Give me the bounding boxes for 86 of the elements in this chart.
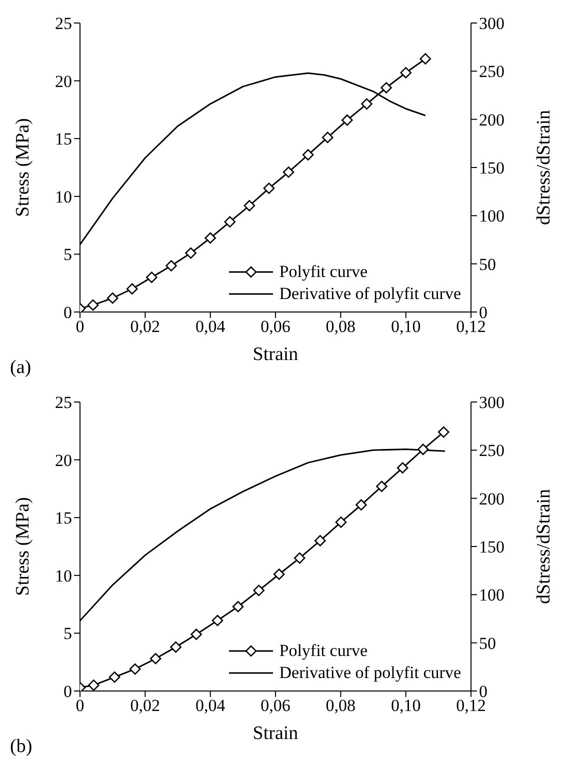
y-tick-label: 10 (55, 566, 72, 586)
point (400, 67, 412, 78)
x-axis-title: Strain (252, 344, 299, 365)
legend-label: Polyfit curve (279, 640, 368, 662)
point (314, 535, 326, 546)
y2-tick-label: 250 (479, 62, 504, 82)
y2-tick-label: 250 (479, 441, 504, 460)
x-tick-label: 0,10 (390, 696, 421, 716)
point (212, 614, 224, 626)
x-tick-label: 0,06 (260, 317, 290, 336)
point (129, 663, 141, 675)
x-tick-label: 0,12 (456, 317, 486, 336)
point (335, 516, 347, 528)
y-tick-label: 10 (55, 187, 72, 206)
point (356, 499, 367, 511)
point (376, 480, 388, 492)
x-tick-label: 0,10 (390, 317, 421, 336)
point (224, 216, 236, 228)
x-tick-label: 0,06 (260, 696, 290, 716)
x-tick-label: 0 (76, 696, 84, 716)
y2-tick-label: 200 (479, 110, 504, 130)
point (282, 166, 294, 178)
y-tick-label: 15 (55, 130, 72, 149)
y2-tick-label: 300 (479, 14, 504, 34)
x-tick-label: 0 (76, 317, 84, 336)
y-tick-label: 5 (64, 245, 72, 264)
y2-tick-label: 200 (479, 489, 504, 508)
point (438, 426, 450, 438)
point (361, 98, 372, 110)
y2-tick-label: 300 (479, 393, 504, 412)
point (273, 568, 285, 580)
point (190, 628, 202, 640)
point (232, 600, 244, 612)
text: (b) (10, 736, 32, 758)
point (294, 552, 306, 564)
point (108, 671, 120, 683)
y2-tick-label: 50 (479, 634, 496, 653)
y-tick-label: 15 (55, 508, 72, 528)
y-tick-label: 20 (55, 450, 72, 470)
point (420, 53, 432, 64)
y-tick-label: 20 (55, 72, 72, 91)
point (204, 232, 216, 244)
point (417, 444, 429, 456)
point (244, 200, 256, 212)
y-axis-title: Stress (MPa) (12, 497, 34, 596)
y2-tick-label: 150 (479, 158, 504, 178)
x-tick-label: 0,04 (195, 317, 226, 336)
legend-label: Derivative of polyfit curve (279, 662, 461, 684)
y2-tick-label: 100 (479, 586, 504, 605)
point (342, 114, 353, 126)
point (106, 292, 118, 304)
point (150, 652, 162, 664)
legend-label: Polyfit curve (279, 261, 368, 283)
y-tick-label: 0 (64, 303, 72, 322)
y-tick-label: 25 (55, 14, 72, 34)
point (170, 641, 182, 653)
point (380, 82, 392, 94)
point (396, 462, 408, 474)
y-tick-label: 5 (64, 624, 72, 644)
y2-tick-label: 100 (479, 206, 504, 226)
x-tick-label: 0,02 (130, 317, 160, 336)
y-axis-title: Stress (MPa) (12, 118, 34, 217)
point (126, 283, 138, 295)
point (253, 584, 265, 596)
point (166, 260, 177, 272)
point (263, 182, 275, 194)
legend-label: Derivative of polyfit curve (279, 283, 461, 305)
y2-tick-label: 150 (479, 538, 504, 557)
y-tick-label: 25 (55, 393, 72, 412)
x-tick-label: 0,08 (326, 317, 356, 336)
y2-axis-title: dStress/dStrain (534, 109, 555, 226)
point (88, 680, 100, 691)
y-tick-label: 0 (64, 682, 72, 702)
x-tick-label: 0,04 (195, 696, 226, 716)
point (146, 272, 158, 283)
text: (a) (10, 357, 32, 379)
x-axis-title: Strain (252, 723, 299, 744)
point (322, 132, 334, 144)
x-tick-label: 0,08 (326, 696, 356, 716)
x-tick-label: 0,12 (456, 696, 486, 716)
point (185, 247, 196, 259)
x-tick-label: 0,02 (130, 696, 160, 716)
point (302, 149, 314, 160)
point (87, 299, 99, 311)
y2-tick-label: 50 (479, 254, 496, 274)
y2-axis-title: dStress/dStrain (534, 488, 555, 604)
